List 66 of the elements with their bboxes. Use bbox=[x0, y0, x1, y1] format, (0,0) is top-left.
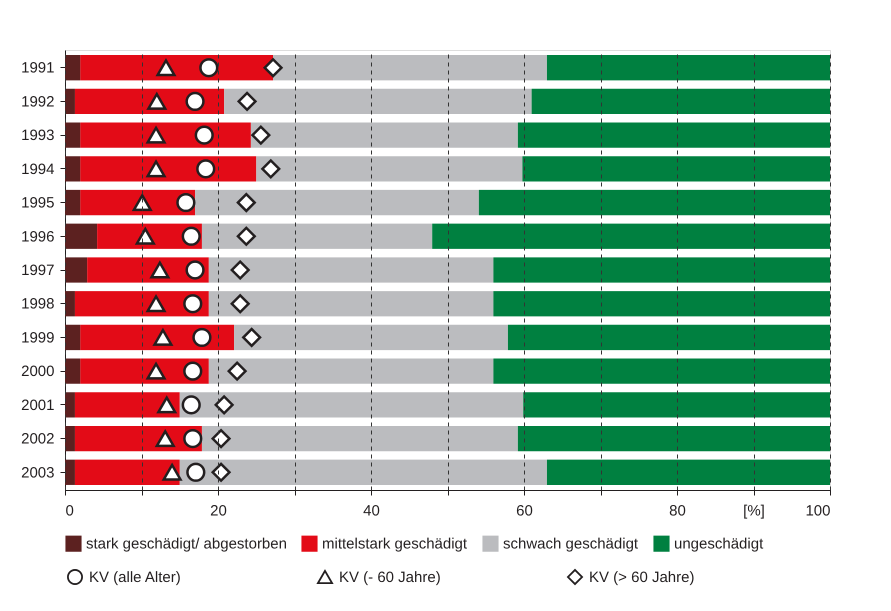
point bbox=[242, 328, 262, 348]
y-tick-label: 2000 bbox=[21, 363, 54, 380]
point bbox=[157, 396, 176, 414]
point bbox=[132, 194, 152, 212]
point bbox=[236, 226, 256, 246]
y-tick-label: 1998 bbox=[21, 296, 54, 313]
legend-label: KV (alle Alter) bbox=[89, 569, 181, 586]
y-tick-label: 1997 bbox=[21, 262, 54, 279]
point bbox=[136, 228, 155, 245]
point bbox=[146, 126, 166, 144]
point bbox=[211, 462, 231, 482]
point bbox=[230, 260, 250, 280]
point bbox=[185, 260, 205, 280]
legend-label: mittelstark geschädigt bbox=[322, 536, 468, 553]
point bbox=[153, 328, 173, 346]
point bbox=[237, 92, 257, 112]
point bbox=[146, 160, 166, 178]
point bbox=[236, 192, 256, 212]
point bbox=[183, 362, 202, 381]
legend-label: schwach geschädigt bbox=[503, 536, 639, 553]
point bbox=[150, 262, 170, 278]
legend-label: stark geschädigt/ abgestorben bbox=[86, 536, 287, 553]
point bbox=[186, 462, 206, 482]
point bbox=[263, 58, 283, 78]
point bbox=[182, 226, 201, 246]
point bbox=[228, 362, 247, 381]
y-tick-label: 1996 bbox=[21, 228, 54, 246]
x-tick-label: 100 bbox=[805, 502, 830, 520]
point bbox=[146, 295, 166, 312]
x-tick-label: 60 bbox=[516, 502, 533, 520]
point bbox=[183, 294, 202, 314]
x-tick-label: [%] bbox=[743, 502, 765, 520]
y-tick-label: 1991 bbox=[21, 60, 54, 77]
point bbox=[162, 464, 182, 481]
point bbox=[146, 362, 166, 380]
x-tick-label: 20 bbox=[210, 502, 227, 520]
legend-label: ungeschädigt bbox=[674, 536, 764, 553]
point bbox=[156, 59, 176, 76]
y-tick-label: 1995 bbox=[21, 194, 54, 212]
x-tick-label: 0 bbox=[66, 502, 74, 520]
x-tick-label: 80 bbox=[669, 502, 686, 520]
y-tick-label: 1993 bbox=[21, 127, 54, 144]
point bbox=[214, 395, 234, 414]
legend-label: KV (> 60 Jahre) bbox=[589, 569, 694, 586]
y-tick-label: 2003 bbox=[21, 464, 54, 482]
point bbox=[199, 58, 218, 78]
point bbox=[211, 428, 231, 448]
point bbox=[176, 192, 196, 212]
point bbox=[251, 126, 270, 145]
point bbox=[183, 428, 202, 448]
y-tick-label: 2001 bbox=[21, 396, 54, 414]
y-tick-label: 1992 bbox=[21, 93, 54, 110]
point bbox=[194, 126, 214, 145]
y-tick-label: 2002 bbox=[21, 430, 54, 448]
point bbox=[182, 395, 201, 414]
point bbox=[196, 159, 216, 178]
point bbox=[147, 92, 166, 110]
point bbox=[230, 294, 250, 314]
point bbox=[185, 92, 205, 112]
x-tick-label: 40 bbox=[363, 502, 380, 520]
point bbox=[192, 328, 212, 348]
y-tick-label: 1999 bbox=[21, 329, 54, 346]
point bbox=[261, 159, 280, 178]
y-tick-label: 1994 bbox=[21, 160, 54, 178]
point bbox=[156, 430, 175, 448]
legend-label: KV (- 60 Jahre) bbox=[339, 569, 441, 586]
